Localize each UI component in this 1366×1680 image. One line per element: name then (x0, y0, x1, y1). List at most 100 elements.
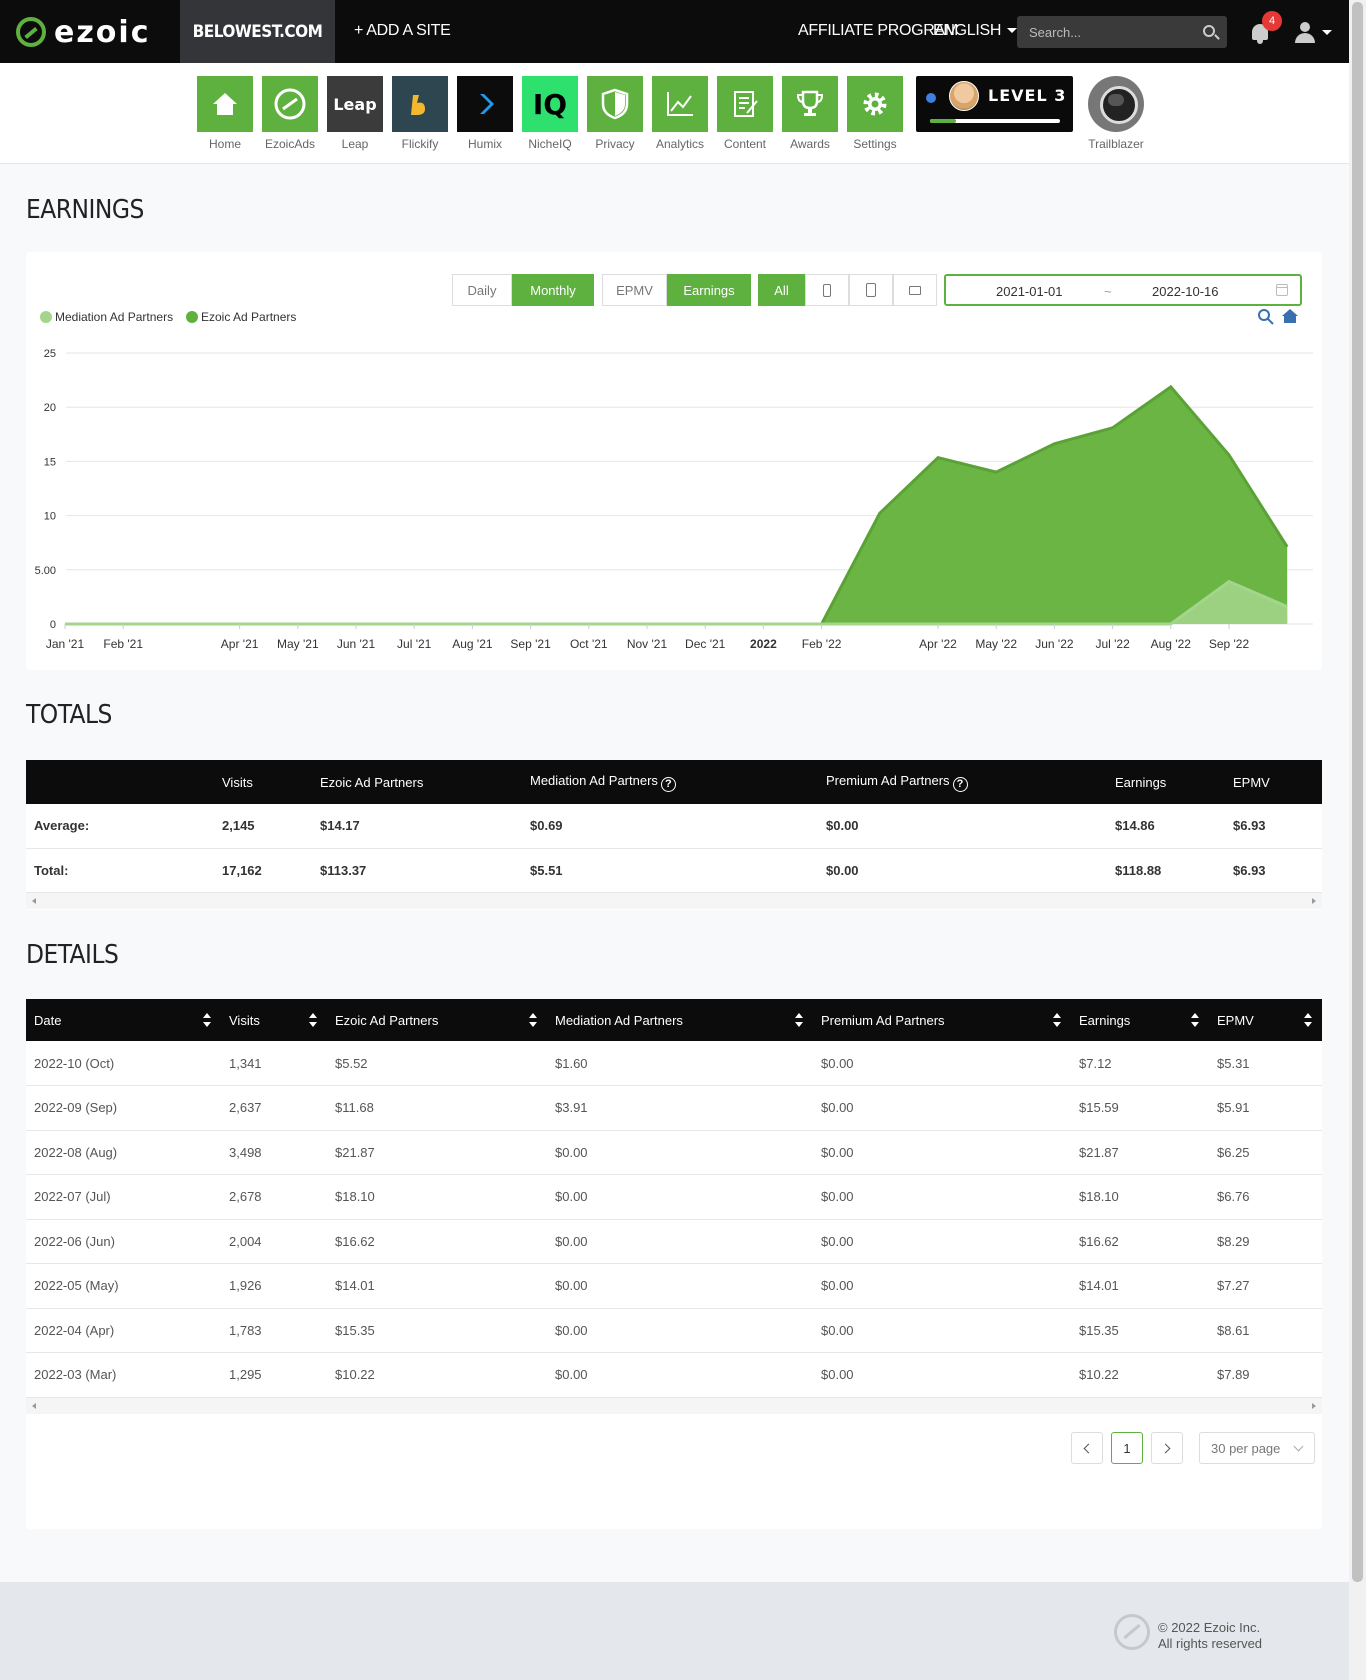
details-column-header[interactable]: EPMV (1209, 999, 1322, 1041)
user-menu-icon[interactable] (1294, 22, 1316, 44)
language-selector[interactable]: ENGLISH (933, 22, 1018, 40)
details-column-header[interactable]: Date (26, 999, 221, 1041)
app-ezoicads[interactable]: EzoicAds (261, 76, 319, 151)
device-all-button[interactable]: All (758, 274, 805, 306)
x-tick-label: Aug '21 (452, 637, 493, 651)
table-cell: $0.00 (821, 1367, 854, 1383)
app-analytics[interactable]: Analytics (651, 76, 709, 151)
metric-toggle: EPMV Earnings (602, 274, 751, 306)
sort-icon[interactable] (1191, 1012, 1199, 1028)
ezoic-logo[interactable]: ezoic (16, 14, 151, 50)
daily-button[interactable]: Daily (452, 274, 512, 306)
table-cell: $7.12 (1079, 1055, 1112, 1071)
app-tile-text: Leap (333, 94, 377, 114)
page-scrollbar-thumb[interactable] (1352, 2, 1363, 1582)
table-cell: $14.01 (335, 1278, 375, 1294)
chevron-down-icon (1293, 1441, 1304, 1452)
app-awards[interactable]: Awards (781, 76, 839, 151)
add-site-link[interactable]: + ADD A SITE (354, 22, 451, 39)
column-label: Ezoic Ad Partners (335, 1012, 439, 1028)
x-tick-label: Aug '22 (1151, 637, 1192, 651)
column-label: Earnings (1115, 774, 1167, 790)
earnings-button[interactable]: Earnings (667, 274, 751, 306)
table-cell: $10.22 (335, 1367, 375, 1383)
details-horizontal-scrollbar[interactable] (26, 1398, 1322, 1414)
help-icon[interactable]: ? (952, 776, 968, 792)
table-cell: $16.62 (335, 1233, 375, 1249)
totals-horizontal-scrollbar[interactable] (26, 893, 1322, 909)
table-cell: $18.10 (1079, 1189, 1119, 1205)
desktop-device-button[interactable] (893, 274, 937, 306)
column-label: Visits (229, 1012, 260, 1028)
table-cell: $0.00 (821, 1233, 854, 1249)
date-range-picker[interactable]: 2021-01-01 ~ 2022-10-16 (944, 274, 1302, 306)
details-column-header[interactable]: Mediation Ad Partners (547, 999, 813, 1041)
table-row: 2022-06 (Jun) 2,004 $16.62 $0.00 $0.00 $16.62… (26, 1219, 1322, 1264)
sort-icon[interactable] (309, 1012, 317, 1028)
app-leap[interactable]: Leap Leap (326, 76, 384, 151)
ezoic-ads-icon (262, 76, 318, 132)
details-column-header[interactable]: Premium Ad Partners (813, 999, 1071, 1041)
sort-icon[interactable] (1053, 1012, 1061, 1028)
app-settings[interactable]: Settings (846, 76, 904, 151)
app-privacy[interactable]: Privacy (586, 76, 644, 151)
ezoic-area (65, 386, 1288, 624)
per-page-select[interactable]: 30 per page (1199, 1432, 1315, 1464)
table-cell: $21.87 (1079, 1144, 1119, 1160)
table-cell: $15.35 (335, 1322, 375, 1338)
affiliate-program-link[interactable]: AFFILIATE PROGRAM (798, 22, 958, 39)
x-tick-label: Dec '21 (685, 637, 726, 651)
date-start[interactable]: 2021-01-01 (996, 284, 1063, 299)
app-humix[interactable]: Humix (456, 76, 514, 151)
totals-column-header: Earnings (1109, 760, 1227, 804)
app-nicheiq[interactable]: IQ NicheIQ (521, 76, 579, 151)
gear-icon (847, 76, 903, 132)
epmv-button[interactable]: EPMV (602, 274, 667, 306)
app-content[interactable]: Content (716, 76, 774, 151)
level-card[interactable]: LEVEL 3 (916, 76, 1073, 132)
table-cell: 2022-05 (May) (34, 1278, 119, 1294)
table-row: 2022-09 (Sep) 2,637 $11.68 $3.91 $0.00 $15.59… (26, 1085, 1322, 1130)
table-cell: $14.86 (1115, 818, 1155, 834)
details-column-header[interactable]: Visits (221, 999, 327, 1041)
sort-icon[interactable] (203, 1012, 211, 1028)
site-selector[interactable]: BELOWEST.COM (180, 0, 335, 63)
table-cell: $0.00 (555, 1189, 588, 1205)
next-page-button[interactable] (1151, 1432, 1183, 1464)
page-number-button[interactable]: 1 (1111, 1432, 1143, 1464)
mobile-icon (823, 283, 831, 297)
search-icon[interactable] (1203, 25, 1215, 37)
trailblazer-label: Trailblazer (1088, 137, 1144, 151)
flickify-icon (392, 76, 448, 132)
language-label: ENGLISH (933, 22, 1002, 39)
date-end[interactable]: 2022-10-16 (1152, 284, 1219, 299)
mobile-device-button[interactable] (805, 274, 849, 306)
humix-icon (457, 76, 513, 132)
logo-text: ezoic (54, 14, 151, 50)
trailblazer-badge[interactable]: Trailblazer (1086, 76, 1146, 151)
details-column-header[interactable]: Earnings (1071, 999, 1209, 1041)
details-column-header[interactable]: Ezoic Ad Partners (327, 999, 547, 1041)
help-icon[interactable]: ? (660, 776, 676, 792)
chevron-down-icon[interactable] (1322, 30, 1332, 35)
table-cell: 2022-06 (Jun) (34, 1233, 115, 1249)
table-cell: $0.00 (821, 1322, 854, 1338)
app-launcher-bar: Home EzoicAds Leap Leap Flickify Humix IQ Niche… (0, 63, 1349, 164)
app-flickify[interactable]: Flickify (391, 76, 449, 151)
search-input[interactable] (1017, 16, 1197, 48)
table-cell: $7.89 (1217, 1367, 1250, 1383)
sort-icon[interactable] (1304, 1012, 1312, 1028)
table-cell: $0.00 (821, 1278, 854, 1294)
table-cell: $0.00 (821, 1144, 854, 1160)
table-cell: $0.00 (826, 818, 859, 834)
sort-icon[interactable] (529, 1012, 537, 1028)
monthly-button[interactable]: Monthly (512, 274, 594, 306)
tablet-device-button[interactable] (849, 274, 893, 306)
previous-page-button[interactable] (1071, 1432, 1103, 1464)
table-row: 2022-10 (Oct) 1,341 $5.52 $1.60 $0.00 $7.12 $5… (26, 1041, 1322, 1086)
sort-icon[interactable] (795, 1012, 803, 1028)
app-label: NicheIQ (528, 137, 572, 151)
y-tick-label: 25 (44, 348, 56, 360)
app-home[interactable]: Home (196, 76, 254, 151)
table-cell: $0.00 (821, 1055, 854, 1071)
